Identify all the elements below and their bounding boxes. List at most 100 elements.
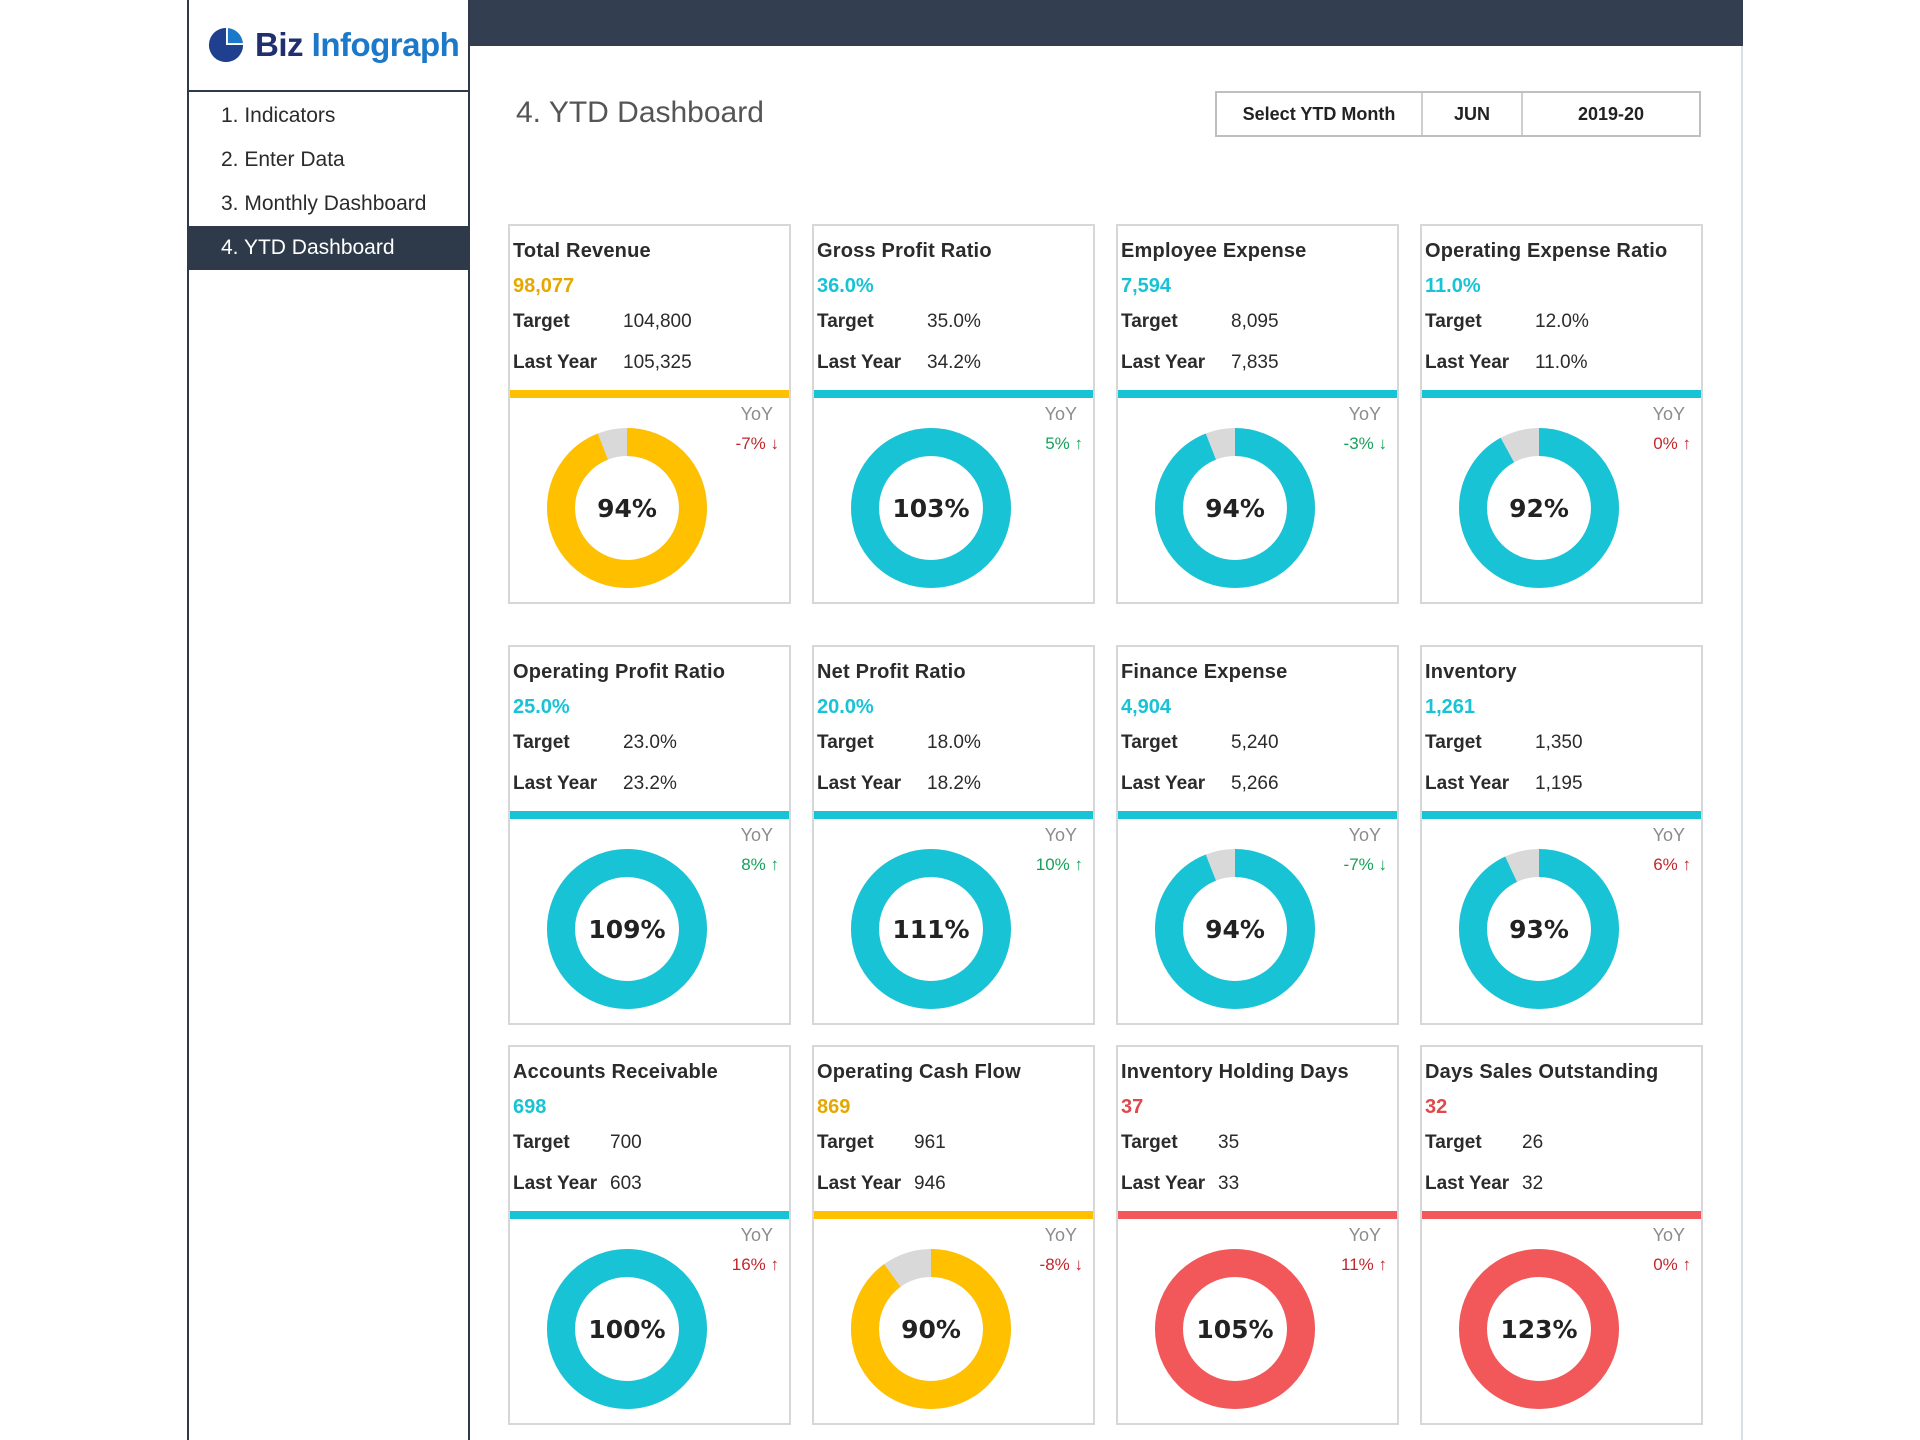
target-label: Target <box>817 732 874 753</box>
kpi-value: 11.0% <box>1425 275 1481 297</box>
kpi-color-bar <box>814 811 1093 819</box>
yoy-value: 0% ↑ <box>1653 434 1691 453</box>
yoy-label: YoY <box>740 825 773 845</box>
last-year-value: 32 <box>1522 1173 1544 1194</box>
yoy-label: YoY <box>1044 825 1077 845</box>
last-year-value: 11.0% <box>1535 352 1588 373</box>
kpi-title: Net Profit Ratio <box>817 661 966 683</box>
last-year-label: Last Year <box>1121 773 1206 794</box>
target-value: 1,350 <box>1535 732 1583 753</box>
kpi-card: Finance Expense 4,904 Target 5,240 Last … <box>1116 645 1399 1025</box>
donut-percent-label: 109% <box>588 915 665 944</box>
yoy-label: YoY <box>1652 1225 1685 1245</box>
target-value: 35.0% <box>927 311 981 332</box>
last-year-label: Last Year <box>1425 1173 1510 1194</box>
brand-logo[interactable]: Biz Infograph <box>189 0 468 92</box>
kpi-color-bar <box>1118 1211 1397 1219</box>
last-year-value: 603 <box>610 1173 642 1194</box>
last-year-value: 7,835 <box>1231 352 1279 373</box>
kpi-value: 4,904 <box>1121 696 1172 718</box>
kpi-color-bar <box>1422 390 1701 398</box>
yoy-label: YoY <box>1348 1225 1381 1245</box>
last-year-label: Last Year <box>817 1173 902 1194</box>
donut-percent-label: 100% <box>588 1315 665 1344</box>
donut-chart: 92% <box>1459 428 1619 588</box>
donut-arc <box>851 428 1011 588</box>
selector-label: Select YTD Month <box>1217 93 1423 135</box>
kpi-title: Days Sales Outstanding <box>1425 1061 1659 1083</box>
yoy-label: YoY <box>1044 404 1077 424</box>
month-select[interactable]: JUN <box>1423 93 1523 135</box>
donut-arc <box>1155 1249 1315 1409</box>
kpi-value: 36.0% <box>817 275 874 297</box>
kpi-color-bar <box>510 811 789 819</box>
donut-chart: 90% <box>851 1249 1011 1409</box>
kpi-card: Days Sales Outstanding 32 Target 26 Last… <box>1420 1045 1703 1425</box>
donut-chart: 103% <box>851 428 1011 588</box>
kpi-value: 869 <box>817 1096 851 1118</box>
yoy-label: YoY <box>1652 404 1685 424</box>
target-label: Target <box>1121 1132 1178 1153</box>
kpi-color-bar <box>814 390 1093 398</box>
yoy-label: YoY <box>1652 825 1685 845</box>
kpi-color-bar <box>1422 1211 1701 1219</box>
kpi-card: Net Profit Ratio 20.0% Target 18.0% Last… <box>812 645 1095 1025</box>
target-label: Target <box>817 1132 874 1153</box>
donut-percent-label: 94% <box>1205 915 1265 944</box>
right-border <box>1741 46 1743 1440</box>
donut-chart: 111% <box>851 849 1011 1009</box>
target-value: 961 <box>914 1132 946 1153</box>
donut-chart: 94% <box>547 428 707 588</box>
last-year-value: 105,325 <box>623 352 692 373</box>
target-label: Target <box>1425 311 1482 332</box>
page-title: 4. YTD Dashboard <box>516 96 764 129</box>
brand-name: Biz Infograph <box>255 26 460 64</box>
kpi-title: Operating Profit Ratio <box>513 661 726 683</box>
donut-chart: 109% <box>547 849 707 1009</box>
donut-chart: 93% <box>1459 849 1619 1009</box>
yoy-value: 11% ↑ <box>1341 1255 1387 1274</box>
target-value: 35 <box>1218 1132 1240 1153</box>
last-year-value: 34.2% <box>927 352 981 373</box>
donut-percent-label: 93% <box>1509 915 1569 944</box>
nav-item-indicators[interactable]: 1. Indicators <box>221 104 336 127</box>
ytd-month-selector: Select YTD Month JUN 2019-20 <box>1215 91 1701 137</box>
donut-percent-label: 111% <box>892 915 969 944</box>
last-year-value: 1,195 <box>1535 773 1583 794</box>
yoy-value: -8% ↓ <box>1039 1255 1083 1274</box>
nav-item-monthly-dashboard[interactable]: 3. Monthly Dashboard <box>221 192 427 215</box>
target-value: 104,800 <box>623 311 692 332</box>
nav-item-enter-data[interactable]: 2. Enter Data <box>221 148 345 171</box>
donut-chart: 123% <box>1459 1249 1619 1409</box>
last-year-label: Last Year <box>1425 773 1510 794</box>
yoy-label: YoY <box>1348 404 1381 424</box>
brand-infograph: Infograph <box>311 26 460 63</box>
year-select[interactable]: 2019-20 <box>1577 103 1645 124</box>
donut-percent-label: 90% <box>901 1315 961 1344</box>
yoy-value: 6% ↑ <box>1653 855 1691 874</box>
kpi-title: Inventory <box>1425 661 1517 683</box>
kpi-title: Employee Expense <box>1121 240 1307 262</box>
target-label: Target <box>1121 732 1178 753</box>
yoy-value: 8% ↑ <box>741 855 779 874</box>
donut-chart: 94% <box>1155 428 1315 588</box>
donut-arc <box>1459 428 1619 588</box>
target-label: Target <box>1121 311 1178 332</box>
donut-arc <box>547 428 707 588</box>
donut-arc <box>1459 849 1619 1009</box>
target-value: 5,240 <box>1231 732 1279 753</box>
kpi-value: 98,077 <box>513 275 575 297</box>
target-label: Target <box>1425 732 1482 753</box>
kpi-value: 1,261 <box>1425 696 1476 718</box>
donut-percent-label: 94% <box>1205 494 1265 523</box>
yoy-value: 16% ↑ <box>731 1255 779 1274</box>
nav-item-ytd-dashboard[interactable]: 4. YTD Dashboard <box>189 226 468 270</box>
kpi-color-bar <box>1118 390 1397 398</box>
kpi-color-bar <box>1118 811 1397 819</box>
target-value: 8,095 <box>1231 311 1279 332</box>
donut-percent-label: 103% <box>892 494 969 523</box>
kpi-card: Operating Expense Ratio 11.0% Target 12.… <box>1420 224 1703 604</box>
donut-percent-label: 105% <box>1196 1315 1273 1344</box>
target-value: 700 <box>610 1132 642 1153</box>
last-year-label: Last Year <box>513 352 598 373</box>
